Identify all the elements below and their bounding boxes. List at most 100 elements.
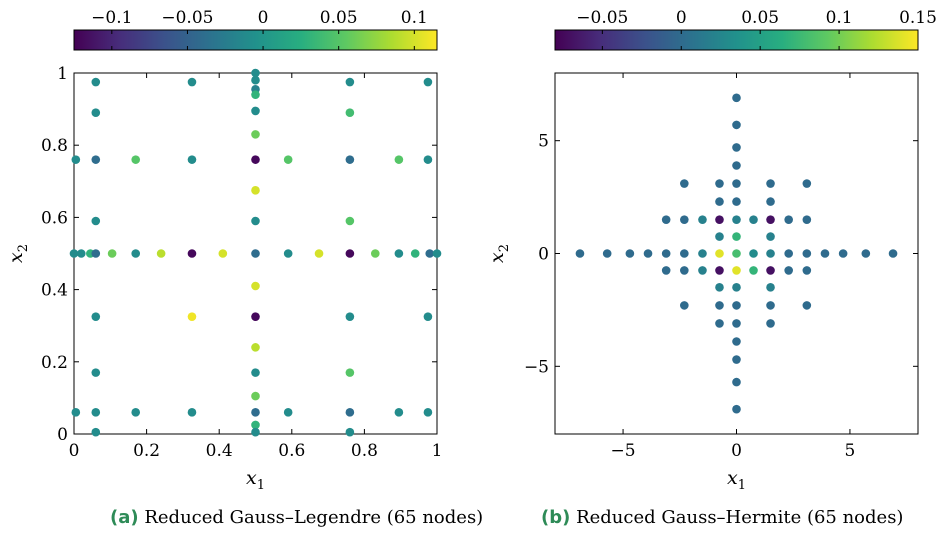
data-point [69,249,79,258]
data-point [732,120,741,130]
data-point [732,266,741,275]
data-point [680,179,689,188]
data-point [251,216,260,226]
data-point [251,312,260,321]
data-point [732,249,741,258]
y-axis-label: x2 [5,244,31,263]
data-point [345,155,355,164]
data-point [251,391,260,401]
x-tick-label: 0 [69,441,80,461]
x-tick-label: 0.6 [278,441,305,461]
colorbar [554,29,919,51]
data-point [423,408,433,417]
data-point [732,355,741,364]
data-point [732,377,741,387]
data-point [625,249,635,258]
colorbar-tick-label: 0 [676,8,687,28]
data-point [732,337,741,346]
caption-a-text: Reduced Gauss–Legendre (65 nodes) [144,507,484,528]
data-point [251,427,260,437]
data-point [345,77,355,87]
data-point [784,215,793,224]
data-point [71,408,81,417]
data-point [643,249,653,258]
data-point [394,155,404,164]
y-tick-label: 0.8 [41,136,68,156]
data-point [251,368,260,377]
data-point [732,161,741,170]
colorbar-tick-label: 0.1 [826,8,853,28]
data-point [766,232,775,241]
data-point [732,93,741,103]
data-point [698,215,707,224]
data-point [91,216,101,226]
data-point [91,312,101,321]
colorbar-tick-label: −0.1 [91,8,132,28]
y-tick-label: 0 [538,245,549,265]
data-point [91,368,101,377]
data-point [251,249,260,258]
data-point [345,368,355,377]
colorbar-tick-label: 0.05 [320,8,358,28]
data-point [766,249,775,258]
y-axis-label-sub: 2 [497,244,512,252]
data-point [715,197,724,206]
data-point [91,427,101,437]
data-point [766,283,775,292]
data-point [251,281,260,291]
data-point [784,266,793,275]
data-point [283,249,293,258]
data-point [766,197,775,206]
colorbar-tick-label: 0.1 [401,8,428,28]
data-point [732,143,741,152]
data-point [698,249,707,258]
data-point [802,249,812,258]
data-point [802,179,812,188]
data-point [698,266,707,275]
data-point [749,215,758,224]
data-point [251,408,260,417]
data-point [345,108,355,118]
x-tick-label: 5 [845,441,856,461]
colorbar-tick-label: 0 [258,8,269,28]
colorbar-tick-label: 0.15 [899,8,937,28]
data-point [766,215,775,224]
data-point [732,215,741,224]
data-point [394,249,404,258]
data-point [370,249,380,258]
data-point [715,179,724,188]
data-point [784,249,793,258]
data-point [766,179,775,188]
data-point [251,186,260,195]
data-point [218,249,228,258]
data-point [423,155,433,164]
data-point [766,266,775,275]
x-axis-label-sub: 1 [257,478,265,493]
data-point [766,301,775,310]
data-point [410,249,420,258]
colorbar-tick-label: 0.05 [741,8,779,28]
data-point [732,197,741,206]
y-tick-label: 0.6 [41,208,68,228]
data-point [251,68,260,78]
x-tick-label: −5 [611,441,636,461]
data-point [251,420,260,430]
data-point [661,249,671,258]
data-point [251,106,260,116]
x-axis-label-main: x [727,467,738,489]
data-point [187,312,197,321]
x-axis-label-main: x [246,467,257,489]
data-point [251,155,260,164]
data-point [251,130,260,139]
data-point [749,266,758,275]
x-axis-label-sub: 1 [738,478,746,493]
colorbar [73,29,438,51]
data-point [71,155,81,164]
data-point [715,249,724,258]
data-point [732,301,741,310]
caption-b: (b) Reduced Gauss–Hermite (65 nodes) [541,507,903,528]
data-point [91,77,101,87]
data-point [314,249,324,258]
data-point [732,319,741,328]
data-point [715,283,724,292]
